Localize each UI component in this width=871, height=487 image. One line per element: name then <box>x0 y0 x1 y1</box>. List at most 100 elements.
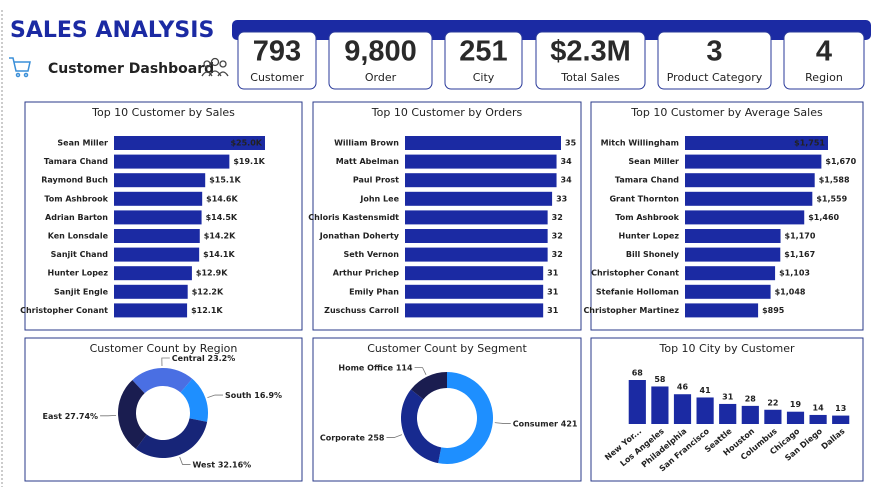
chart-title: Customer Count by Region <box>90 342 238 355</box>
value-label: 33 <box>556 194 567 203</box>
slice-category: Central <box>172 354 205 363</box>
category-label: Emily Phan <box>349 287 399 296</box>
value-label: 14 <box>813 403 825 412</box>
value-label: $14.5K <box>206 213 238 222</box>
dashboard-title: SALES ANALYSIS <box>10 18 214 43</box>
bar <box>685 173 815 188</box>
category-label: Christopher Conant <box>20 306 108 315</box>
bar <box>832 415 850 424</box>
bar <box>405 284 544 299</box>
value-label: $1,559 <box>816 194 847 203</box>
bar <box>685 229 781 243</box>
bar <box>741 405 759 424</box>
bar <box>628 380 646 424</box>
slice-category: Consumer <box>513 419 558 428</box>
chart-title: Top 10 Customer by Sales <box>91 106 235 119</box>
category-label: Tom Ashbrook <box>615 213 679 222</box>
dashboard-subtitle: Customer Dashboard <box>48 61 214 77</box>
value-label: 34 <box>561 157 573 166</box>
category-label: William Brown <box>334 139 399 148</box>
category-label: Mitch Willingham <box>601 139 679 148</box>
bar <box>405 154 557 169</box>
category-label: Ken Lonsdale <box>48 232 109 241</box>
value-label: $1,048 <box>775 287 806 296</box>
slice-category: East <box>42 411 62 420</box>
kpi-card <box>783 31 865 90</box>
slice-value: 258 <box>368 433 385 442</box>
category-label: Tamara Chand <box>615 176 679 185</box>
value-label: 32 <box>552 250 563 259</box>
kpi-value: 9,800 <box>344 36 417 68</box>
value-label: 35 <box>565 139 577 148</box>
bar <box>685 303 759 318</box>
kpi-value: 251 <box>459 36 507 68</box>
kpi-card <box>535 31 646 90</box>
chart-panel: Top 10 Customer by Average Sales Mitch Wi… <box>583 101 864 331</box>
donut-slice <box>180 378 208 422</box>
slice-label: South 16.9% <box>225 391 282 400</box>
bar <box>405 173 557 188</box>
value-label: $12.2K <box>192 287 224 296</box>
value-label: 32 <box>552 213 563 222</box>
value-label: $1,670 <box>825 157 856 166</box>
category-label: John Lee <box>359 194 399 203</box>
slice-category: Corporate <box>320 433 366 442</box>
bar <box>764 409 782 424</box>
category-label: Sean Miller <box>628 157 679 166</box>
value-label: $12.1K <box>191 306 223 315</box>
value-label: 31 <box>547 306 559 315</box>
bar <box>673 394 692 424</box>
leader-line <box>179 456 191 465</box>
kpi-label: Order <box>365 71 397 84</box>
category-label: Adrian Barton <box>45 213 108 222</box>
value-label: 19 <box>790 400 802 409</box>
chart-panel: Top 10 Customer by Orders William Brown 35… <box>308 101 582 331</box>
bar <box>685 154 822 169</box>
category-label: Hunter Lopez <box>619 232 680 241</box>
kpi-value: 793 <box>253 36 301 68</box>
value-label: $12.9K <box>196 269 228 278</box>
bar <box>685 284 771 299</box>
bar <box>405 191 553 206</box>
bar <box>696 397 714 424</box>
leader-line <box>386 434 403 438</box>
donut-slice <box>135 418 208 459</box>
kpi-label: Region <box>805 71 843 84</box>
kpi-row: 793 Customer 9,800 Order 251 City $2.3M Total S… <box>237 31 865 90</box>
slice-label: Central 23.2% <box>172 354 235 363</box>
value-label: 68 <box>632 369 644 378</box>
leader-line <box>161 357 170 367</box>
slice-value: 16.9% <box>254 391 282 400</box>
slice-category: West <box>192 460 215 469</box>
kpi-card <box>444 31 523 90</box>
value-label: 31 <box>722 392 734 401</box>
category-label: Tamara Chand <box>44 157 108 166</box>
bar <box>809 414 827 424</box>
value-label: $1,588 <box>819 176 850 185</box>
slice-label: West 32.16% <box>192 460 251 469</box>
category-label: Tom Ashbrook <box>44 194 108 203</box>
value-label: 31 <box>547 287 559 296</box>
value-label: $1,170 <box>785 232 816 241</box>
bar <box>405 247 548 262</box>
category-label: Hunter Lopez <box>48 269 109 278</box>
leader-line <box>494 422 511 424</box>
value-label: 28 <box>745 394 757 403</box>
bar <box>405 229 548 243</box>
value-label: 31 <box>547 269 559 278</box>
category-label: Zuschuss Carroll <box>324 306 399 315</box>
bar <box>114 173 206 188</box>
donut-slice <box>400 389 442 464</box>
chart-panel: Top 10 Customer by Sales Sean Miller $25.0… <box>20 101 303 331</box>
people-icon <box>201 57 229 77</box>
bar <box>114 210 202 225</box>
slice-label: Corporate 258 <box>320 433 385 442</box>
value-label: $25.0K <box>230 139 262 148</box>
leader-line <box>414 367 427 375</box>
bar <box>114 136 265 150</box>
charts: Top 10 Customer by Sales Sean Miller $25.0… <box>20 101 864 482</box>
kpi-card <box>657 31 772 90</box>
value-label: 41 <box>700 386 712 395</box>
